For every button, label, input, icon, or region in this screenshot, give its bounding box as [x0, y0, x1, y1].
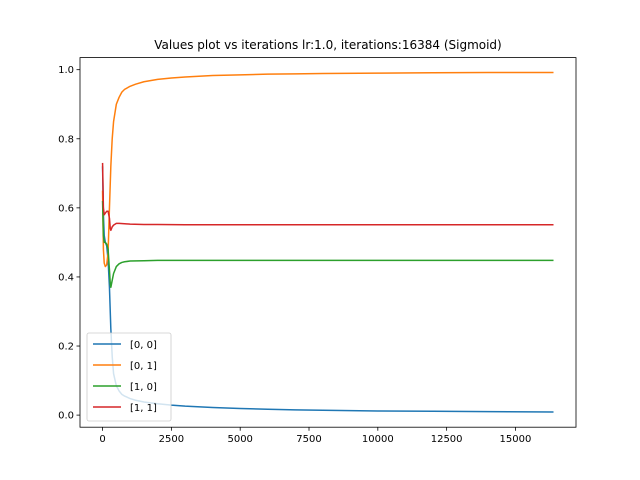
series-line-3	[101, 162, 554, 232]
legend-label-2: [1, 0]	[130, 382, 157, 393]
x-tick-label: 5000	[227, 434, 252, 445]
x-tick-label: 10000	[362, 434, 394, 445]
y-tick-label: 0.4	[58, 272, 74, 283]
legend: [0, 0] [0, 1] [1, 0] [1, 1]	[86, 332, 172, 422]
legend-label-3: [1, 1]	[130, 403, 157, 414]
legend-label-0: [0, 0]	[130, 340, 157, 351]
y-tick-label: 0.6	[58, 203, 74, 214]
legend-label-1: [0, 1]	[130, 361, 157, 372]
axes-frame	[79, 57, 577, 428]
x-tick-label: 15000	[500, 434, 532, 445]
x-axis: 0 2500 5000 7500 10000 12500 15000	[99, 427, 531, 445]
y-tick-label: 0.0	[58, 411, 74, 422]
series-line-1	[101, 71, 554, 268]
y-tick-label: 0.8	[58, 134, 74, 145]
y-axis: 0.0 0.2 0.4 0.6 0.8 1.0	[58, 65, 80, 422]
y-tick-label: 0.2	[58, 342, 74, 353]
y-tick-label: 1.0	[58, 65, 74, 76]
chart-title: Values plot vs iterations lr:1.0, iterat…	[154, 38, 501, 52]
legend-box	[86, 332, 172, 422]
x-tick-label: 12500	[431, 434, 463, 445]
x-tick-label: 2500	[159, 434, 184, 445]
x-tick-label: 0	[99, 434, 105, 445]
x-tick-label: 7500	[296, 434, 321, 445]
series-line-2	[101, 200, 554, 289]
